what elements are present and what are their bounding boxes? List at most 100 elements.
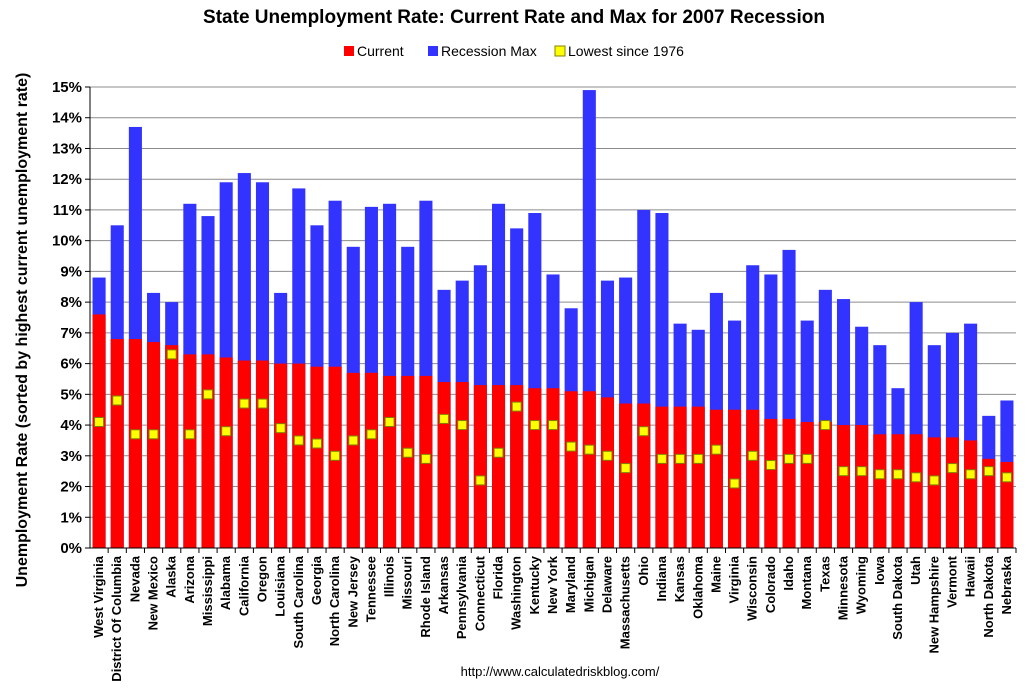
lowest-marker — [275, 423, 286, 434]
chart-title: State Unemployment Rate: Current Rate an… — [203, 7, 825, 28]
lowest-marker — [784, 453, 795, 464]
bar-current — [128, 339, 142, 548]
legend-label-lowest: Lowest since 1976 — [568, 43, 684, 59]
legend-swatch-lowest — [554, 45, 566, 57]
bar-current — [673, 406, 687, 548]
y-tick-label: 5% — [60, 386, 82, 403]
x-category-label: Massachusetts — [618, 556, 633, 649]
lowest-marker — [366, 429, 377, 440]
x-category-label: Virginia — [727, 555, 742, 603]
lowest-marker — [330, 450, 341, 461]
lowest-marker — [402, 447, 413, 458]
bar-current — [637, 403, 651, 548]
bar-current — [891, 434, 905, 548]
lowest-marker — [983, 466, 994, 477]
bar-current — [655, 406, 669, 548]
x-category-label: Mississippi — [200, 556, 215, 626]
x-category-label: South Carolina — [291, 555, 306, 648]
lowest-marker — [184, 429, 195, 440]
bar-current — [455, 382, 469, 548]
x-category-label: Washington — [509, 556, 524, 630]
y-tick-label: 2% — [60, 479, 82, 496]
x-category-label: Tennessee — [363, 556, 378, 622]
x-category-label: North Dakota — [981, 555, 996, 637]
lowest-marker — [239, 398, 250, 409]
x-category-label: Oregon — [254, 556, 269, 602]
bar-current — [237, 360, 251, 548]
lowest-marker — [493, 447, 504, 458]
bar-current — [782, 418, 796, 548]
x-category-label: Delaware — [599, 556, 614, 613]
x-category-label: Kentucky — [527, 555, 542, 614]
lowest-marker — [384, 416, 395, 427]
x-category-label: Maine — [708, 556, 723, 593]
x-category-label: New Hampshire — [926, 556, 941, 654]
y-tick-label: 9% — [60, 263, 82, 280]
bar-current — [473, 385, 487, 548]
bar-current — [909, 434, 923, 548]
bar-current — [746, 409, 760, 548]
bar-current — [546, 388, 560, 548]
x-category-label: Indiana — [654, 555, 669, 601]
bar-current — [964, 440, 978, 548]
x-category-label: Iowa — [872, 555, 887, 585]
lowest-marker — [94, 416, 105, 427]
x-category-label: Vermont — [944, 555, 959, 608]
x-axis-categories: West Virginia District Of Columbia Nevada N… — [91, 548, 1017, 682]
lowest-marker — [166, 349, 177, 360]
x-category-label: Utah — [908, 556, 923, 585]
x-category-label: Louisiana — [273, 555, 288, 616]
x-category-label: Kansas — [672, 556, 687, 602]
lowest-marker — [311, 438, 322, 449]
lowest-marker — [293, 435, 304, 446]
x-category-label: Texas — [817, 556, 832, 592]
lowest-marker — [112, 395, 123, 406]
x-category-label: Pennsylvania — [454, 555, 469, 639]
y-tick-label: 10% — [52, 233, 82, 250]
lowest-marker — [511, 401, 522, 412]
x-category-label: Ohio — [636, 556, 651, 586]
x-category-label: Nebraska — [999, 555, 1014, 614]
lowest-marker — [747, 450, 758, 461]
lowest-marker — [130, 429, 141, 440]
y-tick-label: 14% — [52, 110, 82, 127]
bar-current — [709, 409, 723, 548]
axes — [89, 87, 1016, 549]
x-category-label: Minnesota — [836, 555, 851, 620]
x-category-label: South Dakota — [890, 555, 905, 640]
bar-current — [528, 388, 542, 548]
bar-current — [92, 314, 106, 548]
bar-current — [255, 360, 270, 548]
x-category-label: New York — [545, 555, 560, 614]
y-tick-label: 13% — [52, 140, 82, 157]
bar-current — [764, 418, 778, 548]
bar-current — [945, 437, 959, 548]
lowest-marker — [620, 463, 631, 474]
lowest-marker — [529, 420, 540, 431]
y-tick-label: 1% — [60, 509, 82, 526]
bar-current — [274, 363, 288, 548]
y-tick-label: 4% — [60, 417, 82, 434]
lowest-marker — [584, 444, 595, 455]
bar-current — [491, 385, 506, 548]
lowest-marker — [911, 472, 922, 483]
bar-current — [600, 397, 615, 548]
x-category-label: Rhode Island — [418, 556, 433, 638]
x-category-label: Hawaii — [963, 556, 978, 597]
lowest-marker — [693, 453, 704, 464]
lowest-marker — [602, 450, 613, 461]
bar-current — [183, 354, 197, 548]
y-tick-label: 8% — [60, 294, 82, 311]
lowest-marker — [420, 453, 431, 464]
x-category-label: Arkansas — [436, 556, 451, 615]
bar-current — [691, 406, 705, 548]
lowest-marker — [457, 420, 468, 431]
bar-current — [510, 385, 524, 548]
x-category-label: Alaska — [164, 555, 179, 598]
lowest-marker — [148, 429, 159, 440]
bar-current — [818, 421, 832, 548]
lowest-markers — [94, 349, 1012, 489]
bar-current — [927, 437, 941, 548]
x-category-label: Colorado — [763, 556, 778, 613]
